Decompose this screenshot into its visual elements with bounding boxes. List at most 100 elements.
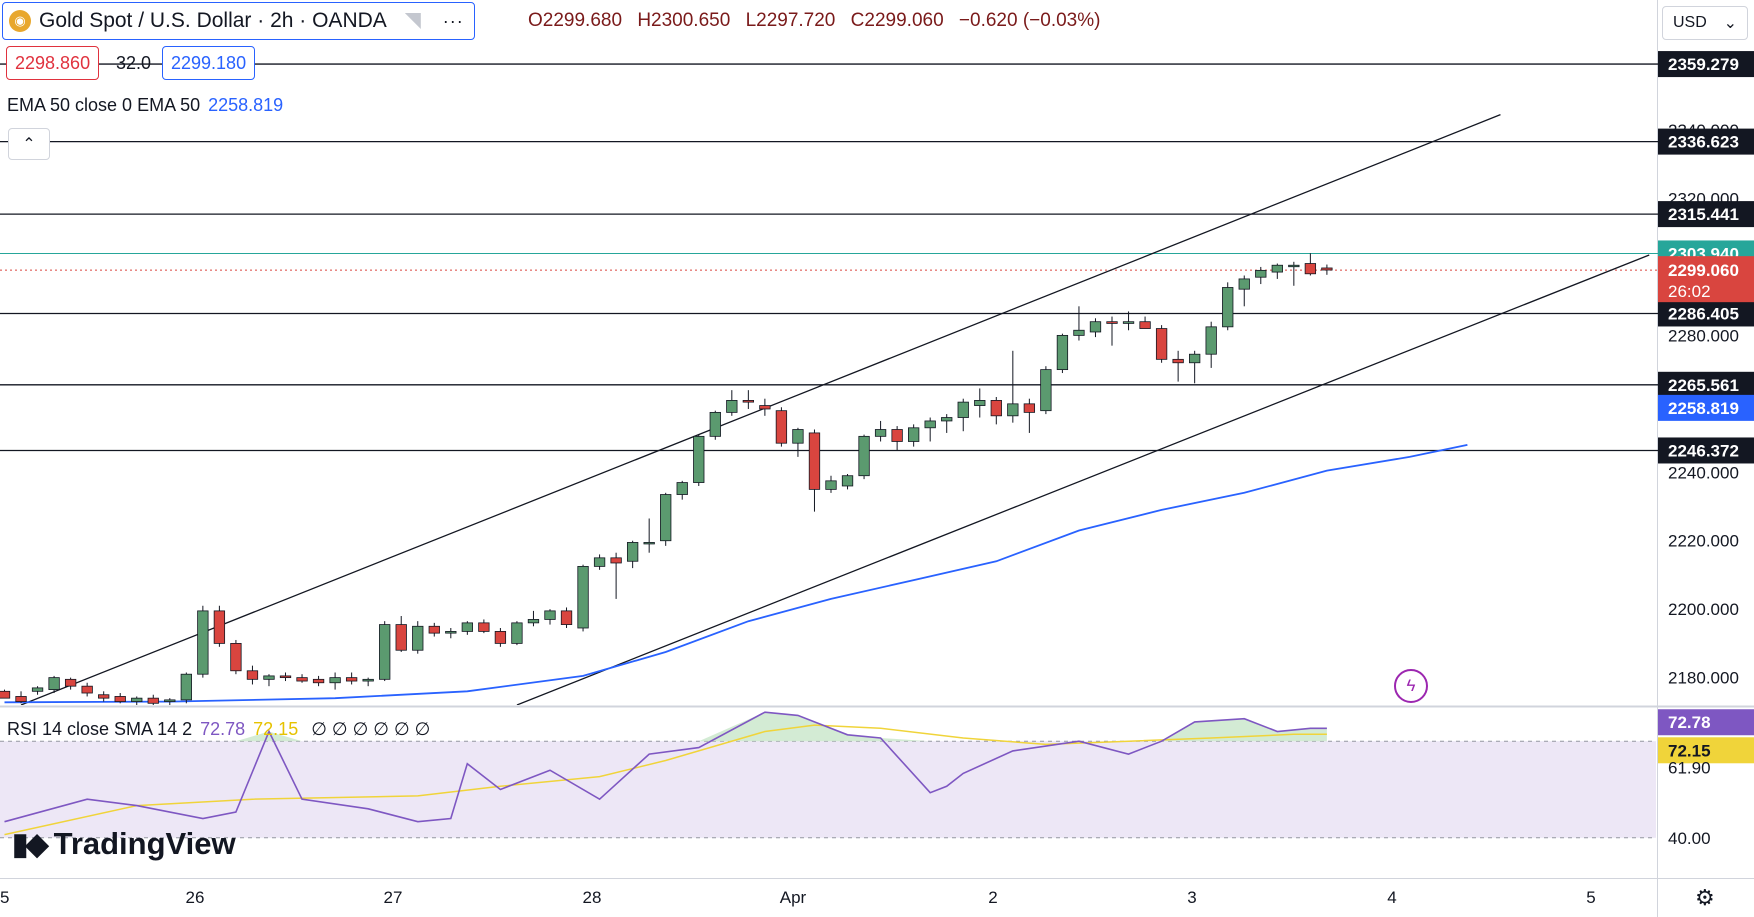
channel-upper-line	[20, 114, 1501, 705]
chevron-up-icon: ⌃	[22, 136, 36, 153]
candle-down	[345, 677, 358, 682]
candle-up	[626, 542, 639, 562]
candle-up	[412, 625, 424, 651]
level-price-label-bg	[1658, 300, 1754, 327]
time-tick-label: 5	[1586, 888, 1595, 907]
candle-up	[329, 677, 341, 684]
rsi-sma-label-bg	[1658, 737, 1754, 764]
candle-up	[379, 624, 391, 680]
candle-down	[64, 678, 77, 687]
spread-value: 32.0	[116, 52, 152, 73]
rsi-sma-label: 72.15	[1668, 741, 1711, 760]
candle-up	[544, 610, 556, 620]
rsi-value-label-bg	[1658, 709, 1754, 736]
candle-down	[1106, 321, 1118, 324]
buy-button[interactable]: 2299.180	[162, 46, 256, 80]
candle-up	[1122, 321, 1135, 324]
collapse-legend-button[interactable]: ⌃	[8, 128, 50, 160]
candle-down	[213, 610, 226, 644]
level-price-label: 2265.561	[1668, 376, 1739, 395]
rsi-sma-legend-value: 72.15	[253, 719, 299, 739]
symbol-header[interactable]: ◉ Gold Spot / U.S. Dollar · 2h · OANDA ·…	[2, 2, 475, 40]
candle-down	[312, 678, 325, 684]
tradingview-mark-icon: ▮◆	[12, 827, 49, 861]
rsi-tick-label: 40.00	[1668, 829, 1711, 848]
lightning-alert-icon[interactable]: ϟ	[1394, 669, 1428, 703]
candle-down	[395, 624, 407, 651]
candle-up	[577, 565, 589, 629]
candle-up	[792, 429, 804, 444]
candle-up	[527, 619, 540, 624]
flag-icon[interactable]	[404, 13, 421, 29]
level-price-label-bg	[1658, 128, 1754, 155]
rsi-band	[0, 741, 1656, 838]
candle-down	[560, 610, 573, 625]
candle-down	[610, 557, 622, 564]
more-options-icon[interactable]: ···	[442, 10, 464, 31]
last-price-label: 2299.060	[1668, 261, 1739, 280]
price-tick-label: 2280.000	[1668, 326, 1739, 345]
rsi-tick-label: 61.90	[1668, 758, 1711, 777]
candle-up	[1073, 329, 1085, 336]
candle-down	[775, 410, 788, 444]
candle-up	[676, 482, 688, 495]
rsi-legend-extra: ∅ ∅ ∅ ∅ ∅ ∅	[311, 719, 431, 739]
ema-legend-value: 2258.819	[208, 95, 284, 115]
candle-up	[874, 429, 887, 437]
candle-down	[759, 405, 771, 410]
candle-up	[1255, 269, 1267, 278]
ohlc-change: −0.620 (−0.03%)	[958, 10, 1101, 31]
tradingview-logo[interactable]: ▮◆ TradingView	[12, 826, 236, 862]
candle-up	[445, 631, 457, 634]
candle-up	[974, 400, 986, 406]
candle-up	[197, 610, 209, 675]
candle-up	[1040, 369, 1052, 412]
rsi-legend-label: RSI 14 close SMA 14 2	[7, 719, 193, 739]
candle-up	[48, 677, 60, 690]
main-plot-group	[0, 114, 1650, 705]
rsi-legend[interactable]: RSI 14 close SMA 14 2 72.78 72.15 ∅ ∅ ∅ ∅ …	[7, 719, 430, 740]
candle-down	[1172, 358, 1184, 364]
rsi-plot-group	[4, 711, 1327, 836]
level-price-label: 2286.405	[1668, 304, 1739, 323]
ohlc-low: L2297.720	[745, 10, 836, 31]
time-tick-label: 3	[1187, 888, 1196, 907]
logo-text: TradingView	[53, 826, 236, 861]
sell-button[interactable]: 2298.860	[6, 46, 100, 80]
time-tick-label: 27	[384, 888, 403, 907]
candle-up	[908, 427, 920, 442]
gear-icon[interactable]: ⚙	[1695, 885, 1715, 910]
candle-down	[742, 400, 754, 403]
candle-up	[1189, 353, 1201, 364]
candle-down	[990, 400, 1002, 417]
ema-price-label-bg	[1658, 394, 1754, 421]
channel-lower-line	[516, 254, 1650, 705]
candle-down	[246, 670, 259, 680]
ema-legend[interactable]: EMA 50 close 0 EMA 50 2258.819	[7, 95, 283, 116]
candle-up	[180, 673, 192, 701]
candle-down	[98, 694, 110, 699]
candle-up	[858, 435, 870, 477]
time-tick-label: 26	[186, 888, 205, 907]
level-price-label-bg	[1658, 51, 1754, 78]
candle-up	[131, 697, 143, 702]
candle-up	[660, 494, 672, 542]
last-price-label-bg	[1658, 256, 1754, 303]
candle-up	[1288, 264, 1300, 268]
candle-down	[1155, 328, 1168, 360]
ohlc-high: H2300.650	[637, 10, 731, 31]
candle-down	[428, 625, 440, 634]
candle-down	[478, 622, 490, 632]
ohlc-readout: O2299.680 H2300.650 L2297.720 C2299.060 …	[528, 10, 1110, 32]
time-tick-label: Apr	[780, 888, 807, 907]
currency-select[interactable]: USD ⌄	[1662, 6, 1748, 40]
candle-up	[31, 687, 44, 692]
time-tick-label: 4	[1387, 888, 1396, 907]
candle-down	[0, 690, 11, 699]
candle-up	[643, 542, 655, 545]
price-tick-label: 2220.000	[1668, 532, 1739, 551]
time-tick-label: 25	[0, 888, 9, 907]
ema-price-label: 2258.819	[1668, 399, 1739, 418]
candle-down	[1304, 263, 1317, 275]
